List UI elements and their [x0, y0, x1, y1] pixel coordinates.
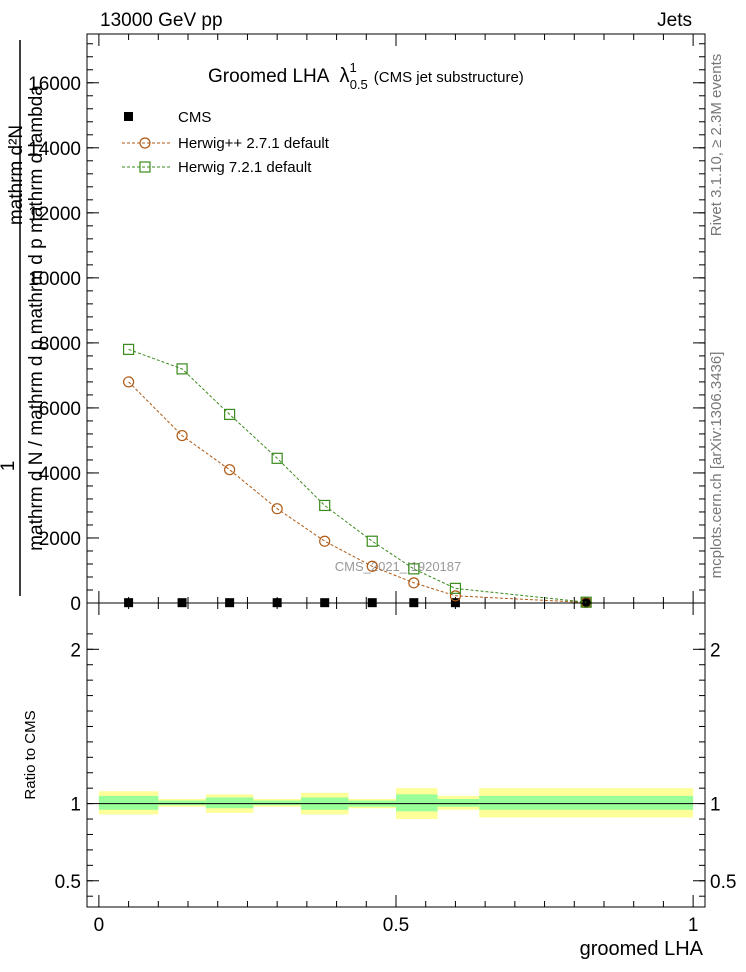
main-y-tick-label: 16000 — [28, 74, 81, 95]
ratio-y-tick-label: 2 — [70, 640, 81, 661]
y-axis-label-numerator: mathrm d²N — [6, 125, 27, 225]
main-y-tick-label: 10000 — [28, 269, 81, 290]
herwigpp-point — [224, 464, 236, 476]
herwig7-point — [271, 452, 283, 464]
ratio-inner-band — [396, 794, 438, 812]
main-x-axis-ticks — [98, 34, 694, 603]
ratio-y-tick-label: 1 — [70, 795, 81, 816]
analysis-watermark: CMS_2021_I1920187 — [335, 559, 462, 574]
y-axis-label-prefactor: 1 — [0, 461, 19, 472]
header-right-label: Jets — [657, 10, 692, 31]
herwigpp-point — [176, 429, 188, 442]
rivet-side-label: Rivet 3.1.10, ≥ 2.3M events — [708, 54, 725, 237]
ratio-y-tick-label-right: 1 — [710, 795, 721, 816]
ratio-y-tick-label-right: 0.5 — [710, 872, 736, 893]
ratio-x-tick-label: 0.5 — [383, 915, 409, 936]
main-y-tick-label: 12000 — [28, 204, 81, 225]
legend-herwig7-label: Herwig 7.2.1 default — [178, 159, 312, 176]
herwig7-point — [449, 582, 462, 594]
legend: CMS Herwig++ 2.7.1 default Herwig 7.2.1 … — [122, 109, 330, 176]
plot-title-symbol: λ — [339, 65, 349, 87]
ratio-plot-panel: 0.5 0.51 12 2 0 0.5 1 Ratio to CMS groomed LH… — [22, 602, 736, 960]
ratio-y-tick-label-right: 2 — [710, 640, 721, 661]
ratio-plot-frame — [86, 602, 706, 908]
ratio-bands-group — [98, 788, 694, 820]
main-plot-panel: 0 2000 4000 6000 8000 10000 12000 14000 16000 Gr… — [0, 33, 706, 615]
herwigpp-point — [122, 376, 135, 388]
ratio-inner-band — [253, 800, 301, 806]
ratio-inner-band — [158, 800, 206, 806]
main-y-axis: 0 2000 4000 6000 8000 10000 12000 14000 16000 — [28, 43, 705, 615]
ratio-inner-band — [479, 795, 694, 810]
herwig7-point — [176, 363, 188, 375]
herwig7-point — [580, 596, 592, 608]
herwig7-point — [366, 535, 378, 547]
ratio-y-axis: 0.5 0.5 1 1 2 2 — [55, 633, 736, 897]
ratio-x-tick-label: 1 — [688, 915, 699, 936]
ratio-x-axis: 0 0.5 1 — [94, 603, 699, 936]
legend-herwigpp-label: Herwig++ 2.7.1 default — [178, 135, 330, 152]
herwigpp-point — [408, 577, 420, 589]
main-y-tick-label: 6000 — [39, 399, 81, 420]
herwigpp-point — [319, 535, 331, 547]
main-y-tick-label: 4000 — [39, 464, 81, 485]
herwig7-point — [408, 563, 420, 575]
main-y-tick-label: 8000 — [39, 334, 81, 355]
ratio-inner-band — [205, 797, 254, 809]
legend-cms-marker — [124, 112, 133, 121]
plot-title-sub: 0.5 — [350, 77, 368, 92]
x-axis-label: groomed LHA — [580, 938, 704, 960]
plot-subtitle: (CMS jet substructure) — [374, 69, 524, 86]
legend-herwigpp-marker — [139, 137, 151, 149]
ratio-y-axis-label: Ratio to CMS — [22, 710, 39, 799]
ratio-inner-band — [437, 798, 480, 807]
legend-herwig7-marker — [139, 161, 151, 173]
herwigpp-point — [271, 503, 283, 515]
ratio-y-tick-label: 0.5 — [55, 872, 81, 893]
ratio-x-tick-label: 0 — [94, 915, 105, 936]
header-left-label: 13000 GeV pp — [100, 10, 223, 31]
main-y-tick-label: 0 — [70, 594, 81, 615]
herwigpp-point — [366, 560, 378, 572]
series-line — [128, 381, 587, 603]
herwig7-point — [122, 343, 135, 355]
herwigpp-point — [449, 590, 462, 602]
y-axis-label-denominator: mathrm d N / mathrm d p mathrm d p mathr… — [26, 85, 47, 551]
herwig7-point — [319, 499, 331, 512]
plot-title-sup: 1 — [349, 60, 356, 75]
herwig7-point — [224, 408, 236, 421]
plot-title: Groomed LHA λ1 0.5 (CMS jet substructure) — [208, 60, 524, 92]
plot-title-text: Groomed LHA — [208, 66, 330, 87]
main-y-tick-label: 2000 — [39, 529, 81, 550]
main-y-tick-label: 14000 — [28, 139, 81, 160]
legend-cms-label: CMS — [178, 109, 211, 126]
mcplots-side-label: mcplots.cern.ch [arXiv:1306.3436] — [708, 352, 725, 579]
ratio-inner-band — [98, 795, 159, 810]
